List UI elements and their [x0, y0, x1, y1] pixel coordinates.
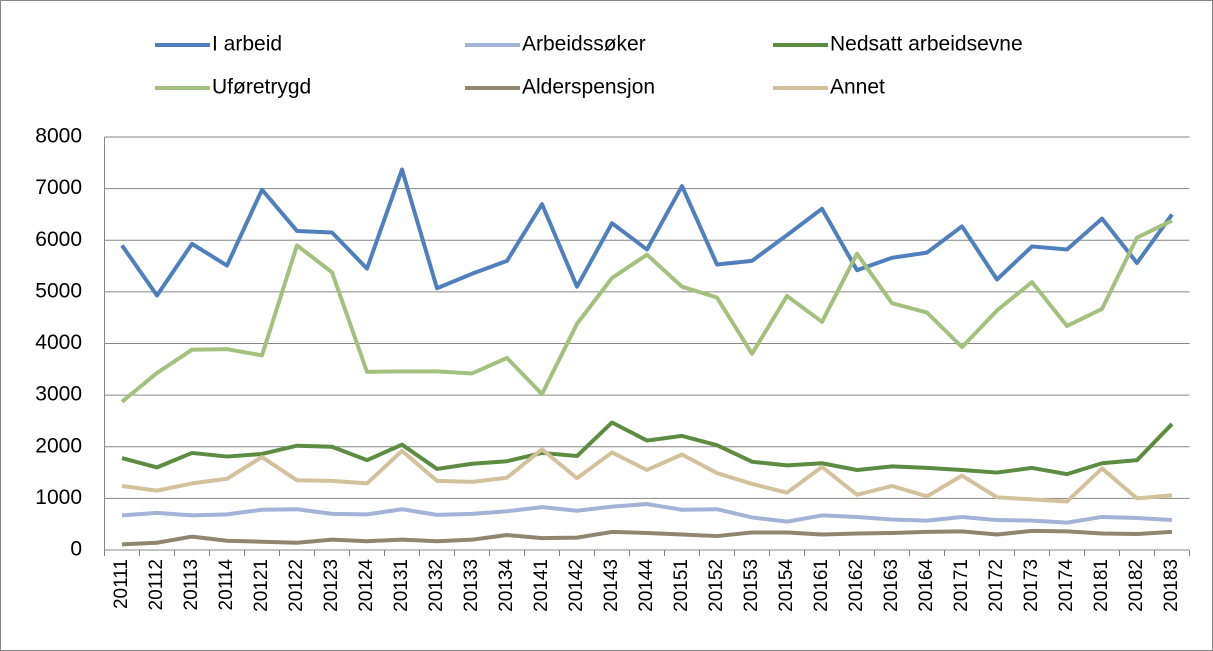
legend-label: Annet [830, 76, 885, 99]
legend-label: Alderspensjon [522, 76, 655, 99]
x-tick-label: 20142 [566, 559, 587, 612]
legend-label: I arbeid [212, 33, 282, 56]
series-line [120, 218, 1173, 404]
x-tick-label: 20174 [1056, 559, 1077, 612]
x-tick-label: 20123 [321, 559, 342, 612]
x-tick-label: 20122 [286, 559, 307, 612]
x-tick-label: 20152 [706, 559, 727, 612]
x-tick-label: 20162 [846, 559, 867, 612]
x-tick-label: 20111 [111, 559, 132, 609]
x-tick-label: 20124 [356, 559, 377, 612]
x-tick-label: 20134 [496, 559, 517, 612]
x-tick-label: 20154 [776, 559, 797, 612]
series-line [121, 502, 1173, 525]
y-tick-label: 1000 [35, 486, 82, 509]
x-tick-label: 20151 [671, 559, 692, 612]
series-line [121, 447, 1173, 504]
y-tick-label: 2000 [35, 434, 82, 457]
x-tick-label: 20114 [216, 559, 237, 611]
x-tick-label: 20182 [1126, 559, 1147, 612]
series-line [121, 528, 1173, 547]
y-tick-label: 4000 [35, 331, 82, 354]
x-tick-label: 20164 [916, 559, 937, 612]
x-tick-label: 20113 [181, 559, 202, 610]
x-tick-label: 20181 [1091, 559, 1112, 612]
x-tick-label: 20131 [391, 559, 412, 612]
x-tick-label: 20132 [426, 559, 447, 612]
y-tick-label: 3000 [35, 383, 82, 406]
x-tick-label: 20171 [951, 559, 972, 612]
x-tick-label: 20121 [251, 559, 272, 612]
x-tick-label: 20153 [741, 559, 762, 612]
legend-label: Arbeidssøker [522, 33, 646, 56]
y-tick-label: 5000 [35, 279, 82, 302]
x-tick-label: 20141 [531, 559, 552, 612]
x-tick-label: 20143 [601, 559, 622, 612]
x-tick-label: 20161 [811, 559, 832, 612]
y-tick-label: 0 [70, 538, 82, 561]
y-tick-label: 8000 [35, 125, 82, 148]
legend-label: Nedsatt arbeidsevne [830, 33, 1023, 56]
y-tick-label: 6000 [35, 228, 82, 251]
x-tick-label: 20172 [986, 559, 1007, 612]
series-line [121, 420, 1174, 477]
x-tick-label: 20133 [461, 559, 482, 612]
x-tick-label: 20144 [636, 559, 657, 612]
x-tick-label: 20163 [881, 559, 902, 612]
series-line [120, 167, 1174, 298]
x-tick-label: 20183 [1161, 559, 1182, 612]
x-tick-label: 20173 [1021, 559, 1042, 612]
x-tick-label: 20112 [146, 559, 167, 610]
y-tick-label: 7000 [35, 176, 82, 199]
legend-label: Uføretrygd [212, 76, 311, 99]
